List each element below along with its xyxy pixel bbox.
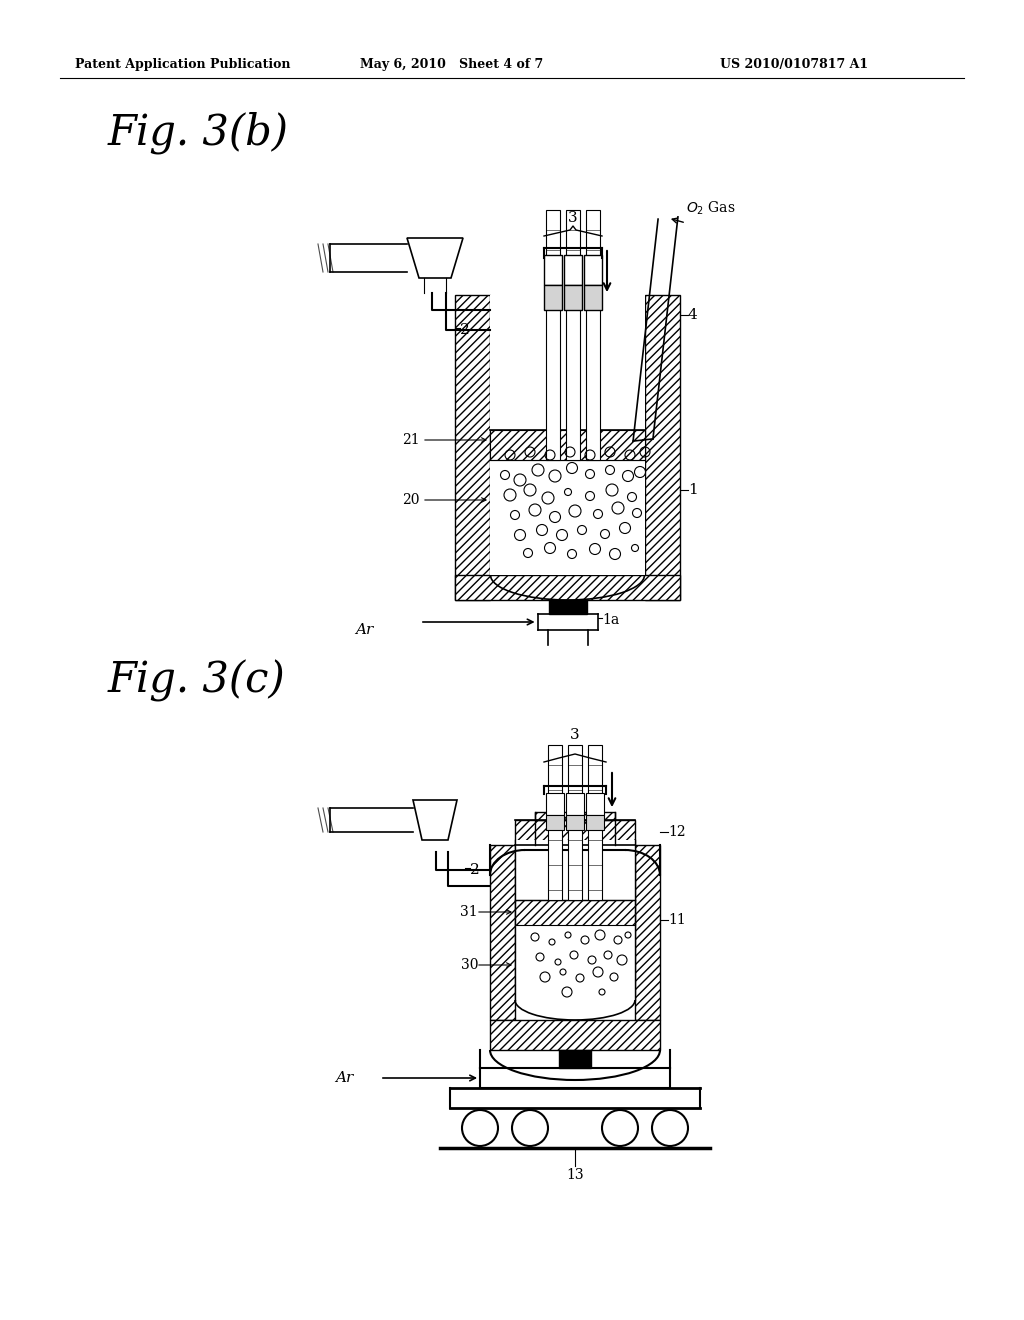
Text: Fig. 3(c): Fig. 3(c)	[108, 660, 286, 702]
Bar	[566, 814, 584, 830]
Text: US 2010/0107817 A1: US 2010/0107817 A1	[720, 58, 868, 71]
Text: 30: 30	[461, 958, 478, 972]
Bar	[566, 210, 580, 459]
Bar	[584, 285, 602, 310]
Bar	[635, 845, 660, 1020]
Text: 2: 2	[460, 323, 470, 337]
Text: 1: 1	[688, 483, 697, 498]
Bar	[586, 793, 604, 814]
Bar	[546, 793, 564, 814]
Text: 13: 13	[566, 1168, 584, 1181]
Bar	[535, 812, 615, 820]
Text: 3: 3	[568, 211, 578, 224]
Bar	[584, 255, 602, 285]
Bar	[455, 576, 680, 601]
Bar	[455, 294, 490, 601]
Bar	[586, 210, 600, 459]
Bar	[515, 820, 635, 845]
Text: 4: 4	[688, 308, 697, 322]
Bar	[546, 814, 564, 830]
Text: Fig. 3(b): Fig. 3(b)	[108, 112, 289, 154]
Bar	[490, 294, 645, 576]
Polygon shape	[413, 800, 457, 840]
Text: 1a: 1a	[602, 612, 620, 627]
Text: 2: 2	[470, 863, 480, 876]
Text: May 6, 2010   Sheet 4 of 7: May 6, 2010 Sheet 4 of 7	[360, 58, 544, 71]
Bar	[548, 744, 562, 900]
Bar	[546, 210, 560, 459]
Bar	[490, 430, 645, 459]
Text: 12: 12	[668, 825, 686, 840]
Bar	[490, 1020, 660, 1049]
Bar	[564, 255, 582, 285]
Text: 31: 31	[461, 906, 478, 919]
Text: 3: 3	[570, 729, 580, 742]
Bar	[568, 744, 582, 900]
Bar	[515, 900, 635, 925]
Text: 11: 11	[668, 913, 686, 927]
Bar	[549, 601, 587, 614]
Polygon shape	[407, 238, 463, 279]
Text: 20: 20	[402, 492, 420, 507]
Bar	[566, 793, 584, 814]
Bar	[515, 840, 635, 1001]
Bar	[544, 285, 562, 310]
Text: Ar: Ar	[335, 1071, 353, 1085]
Bar	[544, 255, 562, 285]
Bar	[564, 285, 582, 310]
Text: $O_2$ Gas: $O_2$ Gas	[686, 199, 735, 216]
Text: Patent Application Publication: Patent Application Publication	[75, 58, 291, 71]
Text: 21: 21	[402, 433, 420, 447]
Bar	[588, 744, 602, 900]
Bar	[559, 1049, 591, 1068]
Bar	[490, 845, 515, 1020]
Bar	[645, 294, 680, 601]
Bar	[586, 814, 604, 830]
Text: Ar: Ar	[355, 623, 374, 638]
